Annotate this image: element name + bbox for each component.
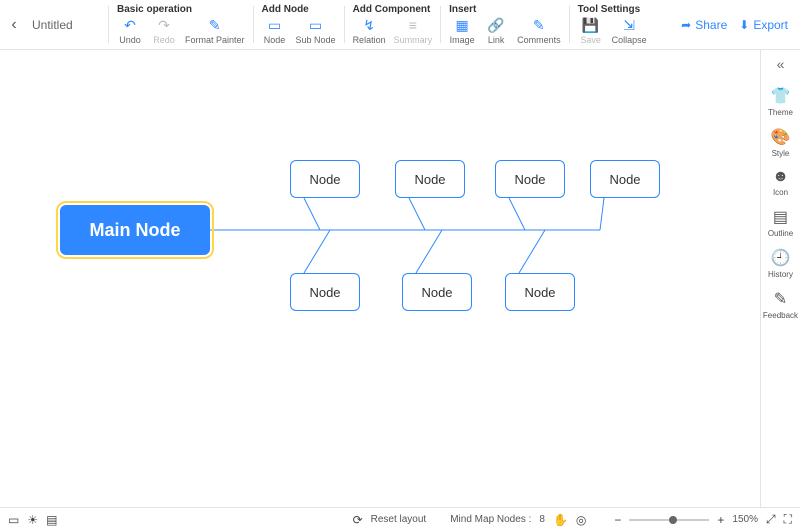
- summary-icon: ≡: [405, 17, 421, 33]
- undo-icon: ↶: [122, 17, 138, 33]
- group-insert: Insert ▦Image 🔗Link ✎Comments: [441, 0, 569, 49]
- subnode-icon: ▭: [308, 17, 324, 33]
- child-node[interactable]: Node: [290, 160, 360, 198]
- main-node[interactable]: Main Node: [60, 205, 210, 255]
- share-button[interactable]: ➦Share: [681, 18, 727, 32]
- panel-icon[interactable]: ☻Icon: [772, 168, 789, 197]
- group-add-component: Add Component ↯Relation ≡Summary: [345, 0, 441, 49]
- group-add-component-title: Add Component: [353, 4, 433, 15]
- child-node[interactable]: Node: [395, 160, 465, 198]
- child-node[interactable]: Node: [402, 273, 472, 311]
- group-add-node-title: Add Node: [262, 4, 336, 15]
- view-grid-button[interactable]: ▤: [46, 513, 57, 527]
- link-icon: 🔗: [488, 17, 504, 33]
- comments-icon: ✎: [531, 17, 547, 33]
- right-panel: « 👕Theme 🎨Style ☻Icon ▤Outline 🕘History …: [760, 50, 800, 507]
- panel-style[interactable]: 🎨Style: [771, 127, 791, 158]
- target-button[interactable]: ◎: [576, 513, 586, 527]
- status-bar: ▭ ☀ ▤ ⟳ Reset layout Mind Map Nodes : 8 …: [0, 507, 800, 531]
- brush-icon: ✎: [207, 17, 223, 33]
- export-button[interactable]: ⬇Export: [739, 18, 788, 32]
- zoom-slider[interactable]: [629, 519, 709, 521]
- outline-icon: ▤: [773, 207, 788, 227]
- top-right-actions: ➦Share ⬇Export: [681, 0, 800, 49]
- nodes-count-label: Mind Map Nodes :: [450, 514, 531, 525]
- share-icon: ➦: [681, 18, 691, 32]
- redo-button[interactable]: ↷Redo: [151, 17, 177, 45]
- image-icon: ▦: [454, 17, 470, 33]
- zoom-out-button[interactable]: −: [614, 513, 621, 527]
- reset-layout-icon: ⟳: [353, 513, 363, 527]
- node-icon: ▭: [267, 17, 283, 33]
- save-icon: 💾: [583, 17, 599, 33]
- export-icon: ⬇: [739, 18, 749, 32]
- zoom-value: 150%: [732, 514, 758, 525]
- feedback-icon: ✎: [774, 289, 787, 309]
- group-tool-settings-title: Tool Settings: [578, 4, 647, 15]
- format-painter-button[interactable]: ✎Format Painter: [185, 17, 245, 45]
- document-title[interactable]: Untitled: [28, 0, 108, 49]
- hand-tool-button[interactable]: ✋: [553, 513, 568, 527]
- undo-button[interactable]: ↶Undo: [117, 17, 143, 45]
- insert-image-button[interactable]: ▦Image: [449, 17, 475, 45]
- style-icon: 🎨: [771, 127, 791, 147]
- icon-icon: ☻: [772, 168, 789, 186]
- panel-collapse-button[interactable]: «: [777, 56, 785, 72]
- group-basic: Basic operation ↶Undo ↷Redo ✎Format Pain…: [109, 0, 253, 49]
- panel-outline[interactable]: ▤Outline: [768, 207, 793, 238]
- group-add-node: Add Node ▭Node ▭Sub Node: [254, 0, 344, 49]
- history-icon: 🕘: [771, 248, 791, 268]
- child-node[interactable]: Node: [495, 160, 565, 198]
- nodes-count-value: 8: [539, 514, 545, 525]
- group-tool-settings: Tool Settings 💾Save ⇲Collapse: [570, 0, 655, 49]
- zoom-in-button[interactable]: +: [717, 513, 724, 527]
- collapse-button[interactable]: ⇲Collapse: [612, 17, 647, 45]
- relation-button[interactable]: ↯Relation: [353, 17, 386, 45]
- group-insert-title: Insert: [449, 4, 561, 15]
- fit-button[interactable]: ⤢: [766, 512, 776, 527]
- back-button[interactable]: ‹: [0, 0, 28, 49]
- panel-history[interactable]: 🕘History: [768, 248, 793, 279]
- panel-theme[interactable]: 👕Theme: [768, 86, 793, 117]
- relation-icon: ↯: [361, 17, 377, 33]
- view-presentation-button[interactable]: ▭: [8, 513, 19, 527]
- theme-icon: 👕: [771, 86, 791, 106]
- fullscreen-button[interactable]: ⛶: [784, 512, 792, 527]
- insert-link-button[interactable]: 🔗Link: [483, 17, 509, 45]
- group-basic-title: Basic operation: [117, 4, 245, 15]
- child-node[interactable]: Node: [505, 273, 575, 311]
- add-subnode-button[interactable]: ▭Sub Node: [296, 17, 336, 45]
- add-node-button[interactable]: ▭Node: [262, 17, 288, 45]
- child-node[interactable]: Node: [590, 160, 660, 198]
- reset-layout-button[interactable]: Reset layout: [371, 514, 427, 525]
- summary-button[interactable]: ≡Summary: [394, 17, 433, 45]
- redo-icon: ↷: [156, 17, 172, 33]
- view-dark-button[interactable]: ☀: [27, 513, 38, 527]
- panel-feedback[interactable]: ✎Feedback: [763, 289, 798, 320]
- canvas[interactable]: Main Node Node Node Node Node Node Node Node: [0, 50, 760, 507]
- save-button[interactable]: 💾Save: [578, 17, 604, 45]
- connector-layer: [0, 50, 760, 507]
- child-node[interactable]: Node: [290, 273, 360, 311]
- insert-comments-button[interactable]: ✎Comments: [517, 17, 561, 45]
- top-toolbar: ‹ Untitled Basic operation ↶Undo ↷Redo ✎…: [0, 0, 800, 50]
- collapse-icon: ⇲: [621, 17, 637, 33]
